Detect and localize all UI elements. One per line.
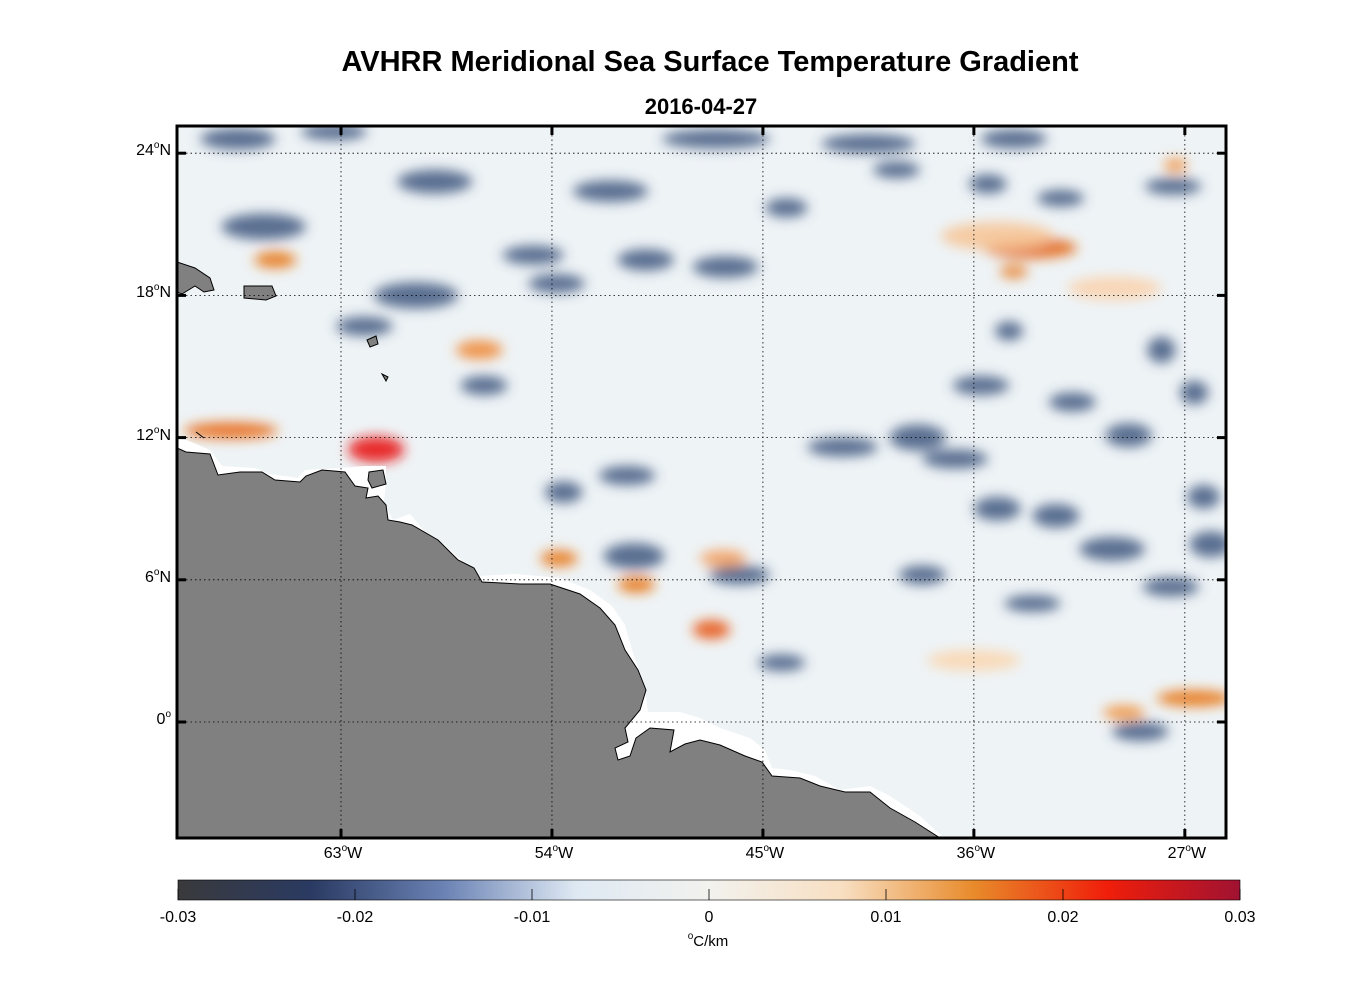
positive-gradient-patch — [692, 620, 731, 640]
positive-gradient-patch — [617, 576, 656, 593]
negative-gradient-patch — [1004, 595, 1061, 612]
positive-gradient-patch — [1163, 157, 1188, 173]
colorbar-unit-label: oC/km — [687, 931, 729, 950]
positive-gradient-patch — [348, 436, 405, 463]
negative-gradient-patch — [709, 565, 770, 585]
negative-gradient-patch — [397, 169, 473, 194]
negative-gradient-patch — [1037, 189, 1085, 207]
colorbar-tick-label: 0 — [704, 909, 714, 926]
lat-tick-label: 6oN — [144, 566, 171, 586]
negative-gradient-patch — [1112, 722, 1169, 741]
positive-gradient-patch — [254, 251, 297, 269]
negative-gradient-patch — [544, 481, 583, 503]
negative-gradient-patch — [952, 375, 1010, 395]
negative-gradient-patch — [1189, 531, 1226, 558]
negative-gradient-patch — [873, 161, 920, 179]
positive-gradient-patch — [455, 340, 503, 360]
martinique-island — [380, 372, 389, 383]
gradient-field — [183, 126, 1226, 741]
negative-gradient-patch — [221, 213, 306, 240]
grenada-island — [195, 431, 205, 439]
negative-gradient-patch — [973, 496, 1021, 521]
negative-gradient-patch — [692, 256, 759, 278]
puerto-rico-island — [243, 285, 277, 301]
lon-tick-label: 36oW — [956, 843, 996, 862]
positive-gradient-patch — [183, 422, 278, 439]
negative-gradient-patch — [1079, 537, 1145, 561]
negative-gradient-patch — [1142, 577, 1199, 597]
negative-gradient-patch — [980, 129, 1047, 149]
negative-gradient-patch — [889, 424, 946, 451]
map-plot-area — [177, 126, 1226, 838]
negative-gradient-patch — [1187, 485, 1221, 509]
negative-gradient-patch — [821, 134, 916, 154]
negative-gradient-patch — [502, 245, 564, 265]
negative-gradient-patch — [1032, 503, 1080, 528]
hispaniola-island — [177, 261, 215, 295]
positive-gradient-patch — [927, 649, 1021, 672]
negative-gradient-patch — [969, 174, 1007, 194]
positive-gradient-patch — [1102, 705, 1145, 720]
negative-gradient-patch — [765, 198, 808, 218]
negative-gradient-patch — [200, 128, 276, 150]
graticule — [177, 126, 1226, 838]
lat-tick-label: 0o — [156, 709, 171, 728]
colorbar-tick-label: -0.01 — [513, 909, 551, 926]
south-america-landmass — [177, 447, 941, 838]
negative-gradient-patch — [573, 180, 649, 202]
negative-gradient-patch — [758, 654, 806, 672]
lat-tick-label: 18oN — [136, 282, 171, 302]
negative-gradient-patch — [1048, 392, 1096, 412]
negative-gradient-patch — [528, 274, 585, 294]
negative-gradient-patch — [922, 449, 988, 469]
negative-gradient-patch — [336, 316, 393, 336]
negative-gradient-patch — [617, 249, 674, 271]
positive-gradient-patch — [1067, 276, 1162, 301]
guadeloupe-island — [366, 335, 379, 348]
negative-gradient-patch — [598, 466, 656, 485]
colorbar-tick-label: -0.02 — [336, 909, 374, 926]
negative-gradient-patch — [1105, 423, 1153, 448]
negative-gradient-patch — [460, 375, 508, 395]
colorbar-tick-label: -0.03 — [159, 909, 197, 926]
negative-gradient-patch — [898, 565, 946, 585]
positive-gradient-patch — [699, 550, 747, 567]
map-frame — [175, 124, 1228, 840]
lat-tick-label: 12oN — [136, 424, 171, 444]
lat-tick-label: 24oN — [136, 140, 171, 160]
colorbar-ticks — [177, 889, 1241, 900]
negative-gradient-patch — [1144, 178, 1202, 195]
negative-gradient-patch — [1147, 336, 1176, 363]
trinidad-island — [367, 469, 387, 489]
positive-gradient-patch — [1156, 690, 1226, 707]
lon-tick-label: 54oW — [534, 843, 574, 862]
axis-ticks — [177, 126, 1226, 838]
colorbar-tick-label: 0.03 — [1224, 909, 1256, 926]
negative-gradient-patch — [807, 437, 878, 457]
positive-gradient-patch — [941, 221, 1054, 251]
negative-gradient-patch — [1180, 380, 1209, 405]
negative-gradient-patch — [301, 126, 367, 141]
lon-tick-label: 27oW — [1167, 843, 1207, 862]
map-subtitle: 2016-04-27 — [644, 94, 758, 119]
negative-gradient-patch — [994, 321, 1024, 341]
colorbar-tick-label: 0.01 — [870, 909, 902, 926]
positive-gradient-patch — [540, 550, 578, 567]
map-title: AVHRR Meridional Sea Surface Temperature… — [341, 46, 1079, 78]
colorbar-tick-label: 0.02 — [1047, 909, 1079, 926]
negative-gradient-patch — [662, 129, 770, 149]
positive-gradient-patch — [999, 264, 1028, 279]
lon-tick-label: 45oW — [745, 843, 785, 862]
lon-tick-label: 63oW — [323, 843, 363, 862]
negative-gradient-patch — [603, 543, 665, 570]
